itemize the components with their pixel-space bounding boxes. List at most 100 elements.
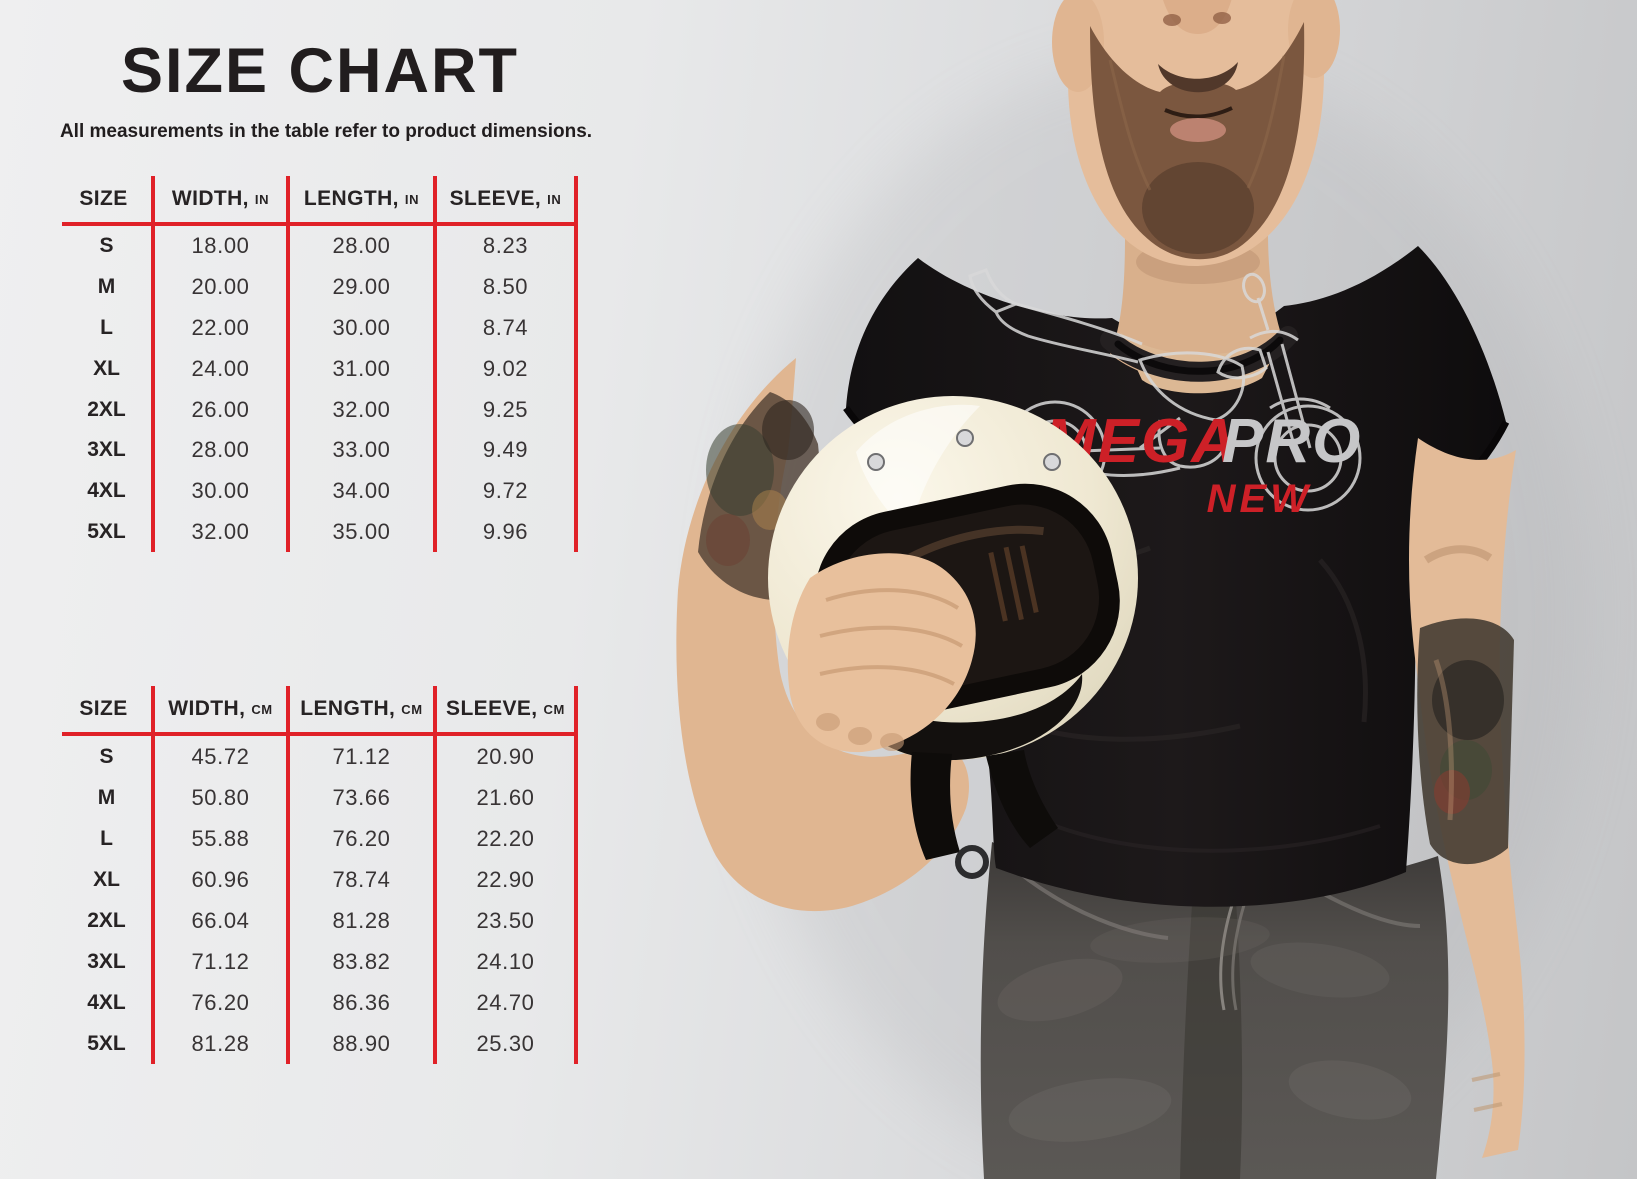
width-cell: 50.80 [155,777,290,818]
column-header-width: WIDTH, IN [155,176,290,226]
sleeve-cell: 23.50 [437,900,578,941]
width-cell: 55.88 [155,818,290,859]
length-cell: 71.12 [290,736,437,777]
length-cell: 28.00 [290,226,437,267]
sleeve-cell: 20.90 [437,736,578,777]
size-chart-panel: SIZE CHART All measurements in the table… [30,0,610,1179]
width-cell: 66.04 [155,900,290,941]
length-cell: 86.36 [290,982,437,1023]
man-photo: MEGA PRO NEW [676,0,1590,1179]
column-unit: IN [404,191,420,207]
width-cell: 71.12 [155,941,290,982]
pro-text: PRO [1222,407,1362,476]
column-unit: CM [543,701,565,717]
size-cell: XL [62,348,155,390]
column-header-sleeve: SLEEVE, IN [437,176,578,226]
neck [1100,232,1298,394]
length-cell: 30.00 [290,307,437,349]
motorcycle-line-art [968,268,1362,512]
helmet-strap [910,750,1058,879]
length-cell: 34.00 [290,470,437,512]
column-label: SLEEVE, [446,697,538,720]
length-cell: 83.82 [290,941,437,982]
column-label: SIZE [79,697,128,720]
model-photo: MEGA PRO NEW [676,0,1590,1179]
page-subtitle: All measurements in the table refer to p… [59,121,593,142]
column-unit: CM [251,701,273,717]
width-cell: 32.00 [155,511,290,553]
size-cell: 4XL [62,470,155,512]
size-cell: XL [62,859,155,900]
jeans [980,842,1449,1179]
width-cell: 22.00 [155,307,290,349]
column-label: LENGTH, [303,187,399,210]
new-text: NEW [1207,477,1312,521]
length-cell: 32.00 [290,389,437,430]
nose [1163,0,1232,34]
length-cell: 73.66 [290,777,437,818]
mouth [1164,106,1233,119]
column-label: SIZE [79,187,128,210]
length-cell: 78.74 [290,859,437,900]
size-cell: S [62,226,155,267]
size-cell: M [62,777,155,818]
size-table-centimeters: SIZE WIDTH, CM LENGTH, CM SLEEVE, CM S 45.7… [62,686,578,1064]
width-cell: 20.00 [155,266,290,308]
width-cell: 45.72 [155,736,290,777]
sleeve-cell: 8.74 [437,307,578,349]
size-cell: 5XL [62,1023,155,1064]
size-cell: L [62,818,155,859]
column-label: WIDTH, [171,187,249,210]
size-cell: 3XL [62,941,155,982]
size-cell: M [62,266,155,308]
column-header-size: SIZE [62,686,155,736]
helmet-rivets [867,429,1061,471]
length-cell: 31.00 [290,348,437,390]
helmet-gloss [856,404,980,534]
sleeve-cell: 8.23 [437,226,578,267]
width-cell: 26.00 [155,389,290,430]
column-header-length: LENGTH, CM [290,686,437,736]
length-cell: 81.28 [290,900,437,941]
sleeve-cell: 25.30 [437,1023,578,1064]
size-cell: 5XL [62,511,155,553]
holding-arm [676,358,969,912]
column-header-size: SIZE [62,176,155,226]
length-cell: 35.00 [290,511,437,553]
page-title: SIZE CHART [121,36,519,106]
column-label: LENGTH, [300,697,396,720]
sleeve-cell: 9.96 [437,511,578,553]
length-cell: 76.20 [290,818,437,859]
width-cell: 76.20 [155,982,290,1023]
sleeve-cell: 22.20 [437,818,578,859]
face [1052,0,1340,267]
width-cell: 30.00 [155,470,290,512]
gripping-hand [787,553,976,753]
column-label: WIDTH, [168,697,246,720]
length-cell: 33.00 [290,429,437,471]
lower-lip [1170,118,1226,142]
column-header-length: LENGTH, IN [290,176,437,226]
width-cell: 81.28 [155,1023,290,1064]
sleeve-cell: 22.90 [437,859,578,900]
width-cell: 28.00 [155,429,290,471]
mustache [1158,62,1238,93]
sleeve-cell: 24.10 [437,941,578,982]
column-unit: IN [254,191,270,207]
size-cell: L [62,307,155,349]
column-unit: CM [401,701,423,717]
sleeve-cell: 24.70 [437,982,578,1023]
size-cell: 3XL [62,429,155,471]
length-cell: 29.00 [290,266,437,308]
sleeve-cell: 21.60 [437,777,578,818]
size-cell: S [62,736,155,777]
size-cell: 2XL [62,389,155,430]
size-cell: 4XL [62,982,155,1023]
width-cell: 24.00 [155,348,290,390]
column-header-width: WIDTH, CM [155,686,290,736]
sleeve-cell: 9.02 [437,348,578,390]
width-cell: 60.96 [155,859,290,900]
column-header-sleeve: SLEEVE, CM [437,686,578,736]
width-cell: 18.00 [155,226,290,267]
